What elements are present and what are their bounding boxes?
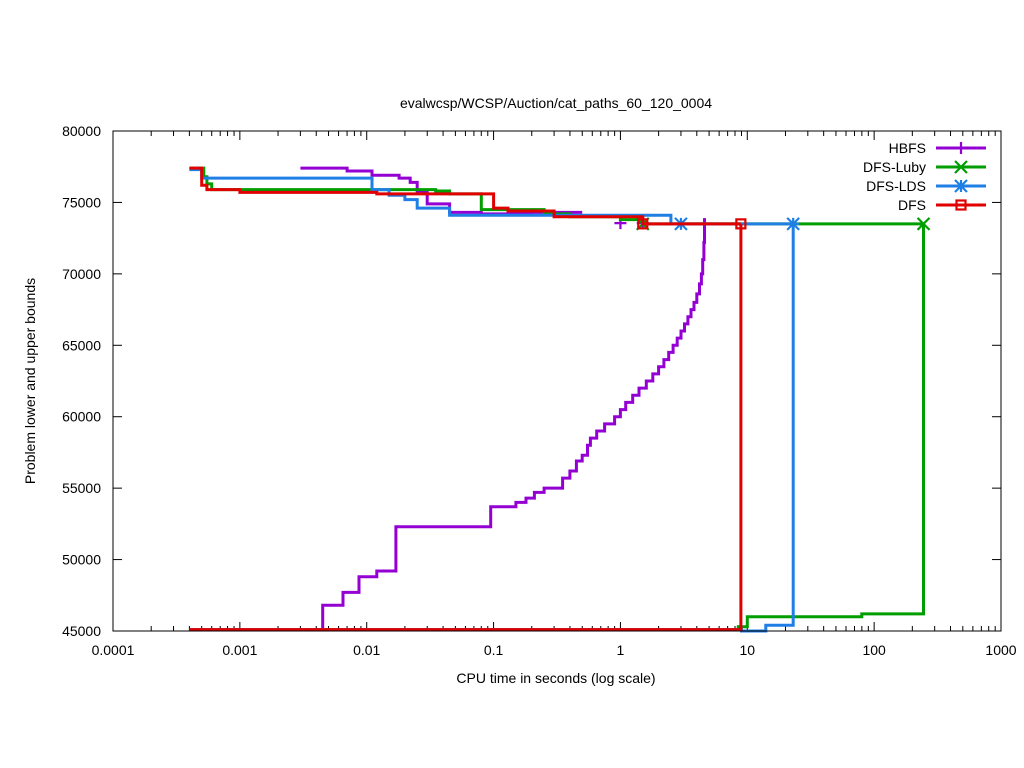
dfs-upper-bound-line bbox=[189, 166, 741, 226]
series-dfs bbox=[189, 166, 747, 632]
y-tick-label: 60000 bbox=[62, 409, 101, 425]
dfs-lds-upper-bound-line bbox=[189, 168, 794, 226]
x-tick-label: 0.1 bbox=[484, 642, 504, 658]
x-tick-label: 10 bbox=[739, 642, 755, 658]
y-tick-label: 65000 bbox=[62, 337, 101, 353]
x-axis-label: CPU time in seconds (log scale) bbox=[456, 670, 655, 686]
x-tick-label: 1 bbox=[617, 642, 625, 658]
hbfs-upper-bound-line bbox=[300, 166, 583, 216]
legend-marker-hbfs bbox=[955, 142, 967, 154]
axis-ticks: 45000 50000 55000 60000 65000 70000 75000 80000… bbox=[62, 123, 1017, 658]
x-tick-label: 0.0001 bbox=[92, 642, 135, 658]
series-dfs-lds bbox=[189, 168, 800, 633]
y-tick-label: 50000 bbox=[62, 552, 101, 568]
legend-marker-dfs-luby bbox=[954, 160, 968, 174]
plot-frame bbox=[112, 130, 1002, 632]
y-tick-label: 80000 bbox=[62, 123, 101, 139]
dfs-luby-marker bbox=[916, 217, 931, 231]
series-hbfs bbox=[300, 166, 706, 630]
y-tick-label: 75000 bbox=[62, 194, 101, 210]
series-dfs-luby bbox=[189, 166, 931, 632]
dfs-marker bbox=[735, 218, 747, 230]
y-tick-label: 45000 bbox=[62, 623, 101, 639]
legend-label-dfs-luby: DFS-Luby bbox=[863, 159, 926, 175]
dfs-lds-marker bbox=[786, 217, 800, 231]
y-tick-label: 70000 bbox=[62, 266, 101, 282]
legend-label-dfs: DFS bbox=[898, 197, 926, 213]
series-layer bbox=[189, 166, 931, 633]
dfs-marker bbox=[637, 218, 649, 230]
y-axis-label: Problem lower and upper bounds bbox=[22, 278, 38, 484]
legend-label-hbfs: HBFS bbox=[889, 140, 926, 156]
x-tick-label: 100 bbox=[862, 642, 886, 658]
dfs-lower-bound-line bbox=[189, 223, 743, 632]
x-tick-label: 0.01 bbox=[353, 642, 380, 658]
legend-marker-dfs-lds bbox=[954, 179, 968, 193]
hbfs-lower-bound-line bbox=[321, 218, 706, 630]
y-tick-label: 55000 bbox=[62, 480, 101, 496]
legend-label-dfs-lds: DFS-LDS bbox=[866, 178, 926, 194]
dfs-luby-lower-bound-line bbox=[189, 223, 925, 632]
x-tick-label: 0.001 bbox=[222, 642, 257, 658]
chart-title: evalwcsp/WCSP/Auction/cat_paths_60_120_0… bbox=[400, 95, 712, 111]
legend: HBFS DFS-Luby DFS-LDS DFS bbox=[863, 140, 986, 213]
legend-marker-dfs bbox=[955, 199, 967, 211]
x-tick-label: 1000 bbox=[985, 642, 1016, 658]
